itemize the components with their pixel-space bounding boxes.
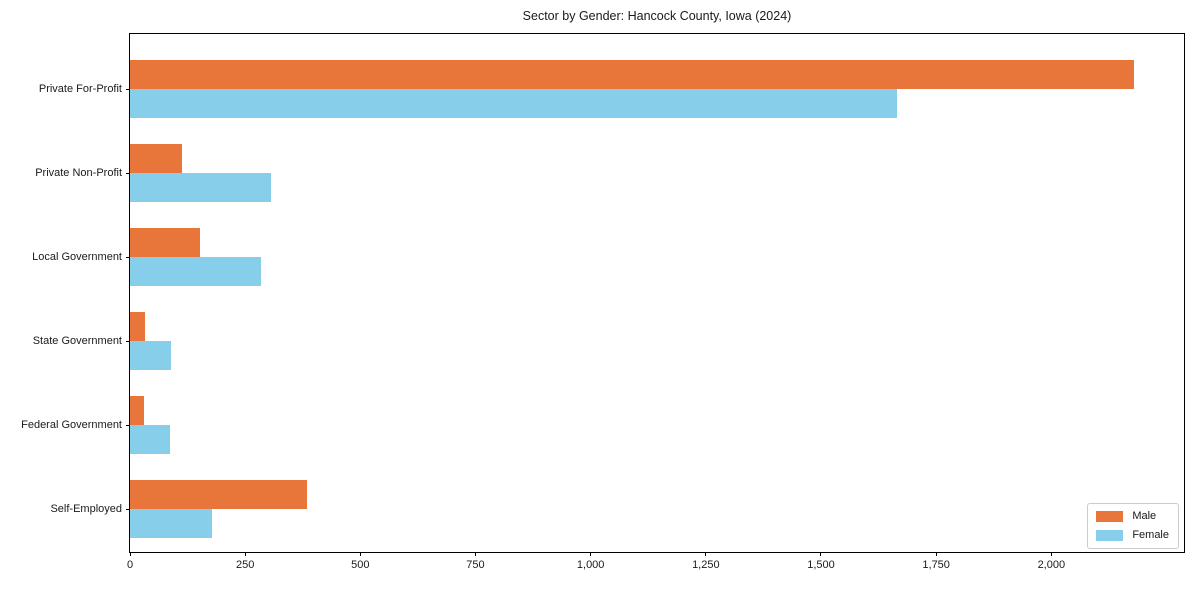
y-axis-tick: [126, 340, 130, 342]
plot-area: Male Female Private For-Profit Private Non…: [21, 33, 1185, 571]
x-axis-tick-label: 500: [351, 559, 370, 571]
y-axis-label-state-government: State Government: [32, 335, 122, 347]
bar-female-state-government: [130, 341, 171, 370]
bar-female-private-for-profit: [130, 89, 897, 118]
legend-label-male: Male: [1132, 510, 1157, 522]
legend-label-female: Female: [1132, 529, 1169, 541]
x-axis-tick-label: 250: [235, 559, 255, 571]
x-axis-tick-label: 1,750: [922, 559, 950, 571]
legend-swatch-female: [1096, 529, 1124, 541]
y-axis-tick: [126, 172, 130, 174]
x-axis-tick: [935, 552, 937, 556]
x-axis-tick-label: 750: [466, 559, 485, 571]
bar-female-local-government: [130, 257, 261, 286]
x-axis-tick-label: 2,000: [1037, 559, 1066, 571]
legend-swatch-male: [1096, 510, 1124, 522]
legend: Male Female: [1087, 503, 1179, 549]
x-axis-tick: [359, 552, 361, 556]
x-axis-tick: [474, 552, 476, 556]
x-axis-tick: [705, 552, 707, 556]
bar-female-private-non-profit: [130, 173, 272, 202]
legend-item-male: Male: [1096, 510, 1169, 522]
bar-male-self-employed: [130, 480, 307, 509]
x-axis-tick: [1050, 552, 1052, 556]
y-axis-label-local-government: Local Government: [32, 251, 122, 263]
bar-male-local-government: [130, 228, 201, 257]
x-axis-tick: [820, 552, 822, 556]
y-axis-tick: [126, 256, 130, 258]
y-axis-label-private-non-profit: Private Non-Profit: [35, 167, 122, 179]
x-axis-tick: [244, 552, 246, 556]
x-axis-tick-label: 1,250: [692, 559, 720, 571]
y-axis-label-federal-government: Federal Government: [21, 419, 122, 431]
legend-item-female: Female: [1096, 529, 1169, 541]
y-axis-tick: [126, 508, 130, 510]
bar-female-federal-government: [130, 425, 170, 454]
bar-male-private-non-profit: [130, 144, 183, 173]
y-axis-tick: [126, 88, 130, 90]
chart-title: Sector by Gender: Hancock County, Iowa (…: [522, 9, 792, 23]
y-axis-label-private-for-profit: Private For-Profit: [38, 83, 122, 95]
bar-male-federal-government: [130, 396, 144, 425]
x-axis-tick-label: 1,000: [576, 559, 605, 571]
y-axis-label-self-employed: Self-Employed: [50, 503, 122, 515]
bar-male-state-government: [130, 312, 146, 341]
bar-female-self-employed: [130, 509, 212, 538]
y-axis-tick: [126, 424, 130, 426]
x-axis-tick-label: 1,500: [807, 559, 835, 571]
bar-male-private-for-profit: [130, 60, 1135, 89]
x-axis-tick: [129, 552, 131, 556]
x-axis-tick-label: 0: [126, 559, 134, 571]
x-axis-tick: [590, 552, 592, 556]
